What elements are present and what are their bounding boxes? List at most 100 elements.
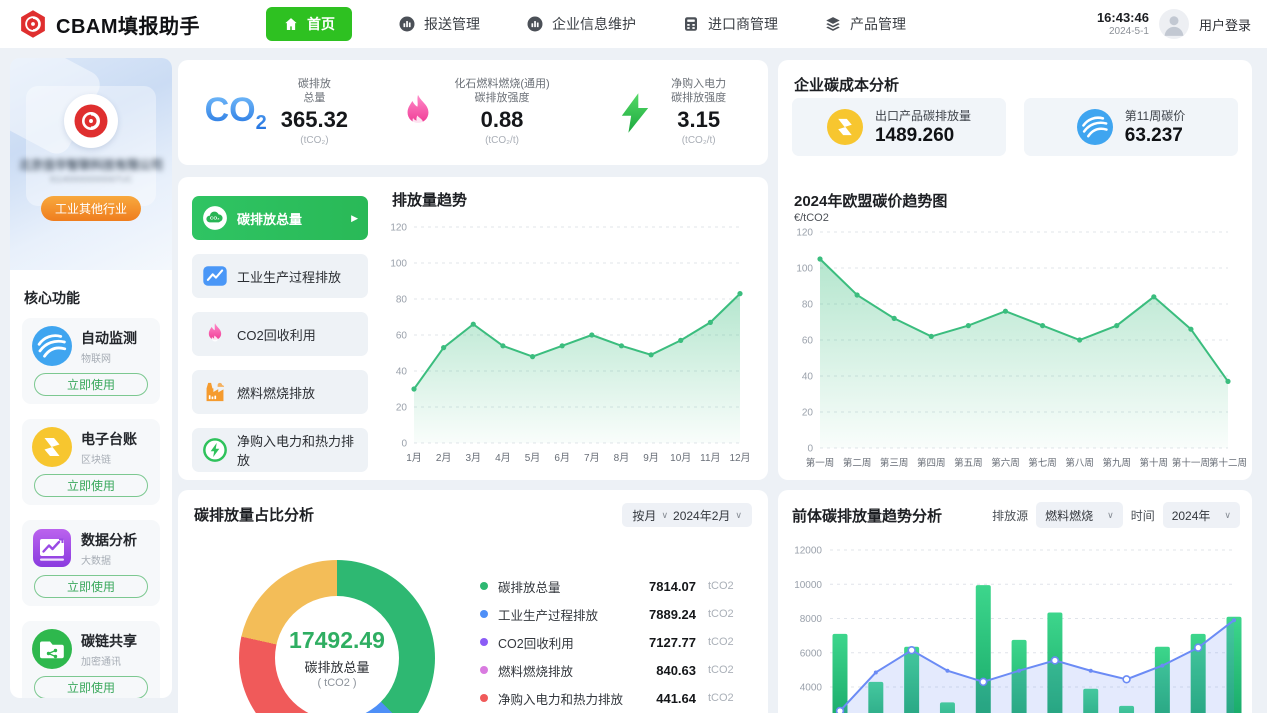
feature-title: 自动监测: [81, 329, 137, 346]
svg-text:第十二周: 第十二周: [1209, 457, 1246, 469]
kpi-碳排放强度: 化石燃料燃烧(通用) 碳排放强度 0.88 (tCO₂/t): [375, 78, 572, 148]
kpi-stats-card: CO2 碳排放 总量 365.32 (tCO₂) 化石燃料燃烧(通用) 碳排放强度 0.88(…: [178, 60, 768, 165]
donut-center: 17492.49 碳排放总量 ( tCO2 ): [275, 596, 399, 713]
brand: CBAM填报助手: [18, 9, 200, 39]
legend-label: 净购入电力和热力排放: [498, 692, 624, 707]
menu-item-label: CO2回收利用: [237, 327, 316, 343]
svg-text:4月: 4月: [495, 452, 511, 464]
feature-subtitle: 区块链: [81, 454, 111, 466]
svg-text:20: 20: [802, 408, 814, 419]
chevron-down-icon: ∨: [1224, 509, 1231, 520]
menu-item-工业生产过程排放[interactable]: 工业生产过程排放: [192, 254, 368, 298]
user-login-link[interactable]: 用户登录: [1198, 17, 1251, 33]
nav-item-label: 报送管理: [424, 16, 480, 32]
time-filter-select[interactable]: 2024年 ∨: [1162, 502, 1240, 528]
coin-icon: [826, 109, 863, 145]
feature-subtitle: 加密通讯: [81, 656, 121, 668]
bolt-icon: [613, 91, 657, 135]
svg-text:100: 100: [796, 264, 813, 275]
svg-text:120: 120: [390, 223, 407, 234]
legend-value: 7127.77: [649, 634, 696, 650]
pie-legend: 碳排放总量 7814.07 tCO2 工业生产过程排放 7889.24 tCO2 CO2回收…: [480, 572, 748, 712]
menu-item-碳排放总量[interactable]: CO₂ 碳排放总量 ▶: [192, 196, 368, 240]
emission-trend-title: 排放量趋势: [392, 192, 468, 209]
flame-icon: [396, 91, 440, 135]
period-mode: 按月: [632, 508, 657, 523]
cost-box-第11周碳价: 第11周碳价 63.237: [1024, 98, 1238, 156]
period-filter[interactable]: 按月 ∨ 2024年2月 ∨: [622, 503, 752, 527]
menu-item-净购入电力和热力排放[interactable]: 净购入电力和热力排放: [192, 428, 368, 472]
coin-icon: [32, 427, 72, 467]
kpi-碳排放强度: 净购入电力 碳排放强度 3.15 (tCO₂/t): [571, 78, 768, 148]
menu-item-燃料燃烧排放[interactable]: 燃料燃烧排放: [192, 370, 368, 414]
company-logo: [64, 94, 118, 148]
legend-unit: tCO2: [708, 580, 734, 592]
legend-dot: [480, 694, 488, 702]
svg-text:80: 80: [802, 300, 814, 311]
svg-text:20: 20: [396, 403, 408, 414]
use-now-button[interactable]: 立即使用: [34, 373, 148, 396]
company-info-icon: [526, 15, 544, 33]
svg-text:7月: 7月: [584, 452, 600, 464]
menu-item-label: 燃料燃烧排放: [237, 385, 316, 401]
precursor-title: 前体碳排放量趋势分析: [792, 508, 943, 525]
nav-item-企业信息维护[interactable]: 企业信息维护: [526, 14, 636, 34]
industry-tag[interactable]: 工业其他行业: [40, 196, 142, 221]
sidebar: 北京佳华智联科技有限公司 911400000000000TUC 工业其他行业 核…: [10, 58, 172, 698]
donut-total-value: 17492.49: [289, 627, 385, 653]
eu-price-title: 2024年欧盟碳价趋势图: [794, 193, 948, 210]
nav-item-报送管理[interactable]: 报送管理: [398, 14, 480, 34]
svg-text:第十一周: 第十一周: [1172, 457, 1210, 469]
legend-label: 燃料燃烧排放: [498, 664, 574, 679]
legend-dot: [480, 638, 488, 646]
menu-item-label: 工业生产过程排放: [237, 269, 342, 285]
legend-value: 840.63: [656, 662, 696, 678]
svg-text:9月: 9月: [643, 452, 659, 464]
carbon-cost-card: 企业碳成本分析 出口产品碳排放量 1489.260 第11周碳价 63.237 202…: [778, 60, 1252, 480]
feature-title: 碳链共享: [81, 632, 137, 649]
svg-text:2月: 2月: [436, 452, 452, 464]
main-nav: 首页 报送管理 企业信息维护 进口商管理 产品管理: [266, 7, 906, 41]
svg-text:3月: 3月: [465, 452, 481, 464]
user-avatar[interactable]: [1158, 9, 1189, 39]
report-icon: [398, 15, 416, 33]
company-card: 北京佳华智联科技有限公司 911400000000000TUC 工业其他行业: [10, 58, 172, 270]
feature-card-自动监测: 自动监测 物联网 立即使用: [22, 318, 160, 404]
feature-card-数据分析: 数据分析 大数据 立即使用: [22, 520, 160, 606]
source-filter-label: 排放源: [992, 508, 1029, 523]
legend-unit: tCO2: [708, 608, 734, 620]
nav-item-进口商管理[interactable]: 进口商管理: [682, 14, 778, 34]
use-now-button[interactable]: 立即使用: [34, 575, 148, 598]
legend-row-CO2回收利用: CO2回收利用 7127.77 tCO2: [480, 628, 748, 656]
source-filter-select[interactable]: 燃料燃烧 ∨: [1036, 502, 1123, 528]
menu-item-CO2回收利用[interactable]: CO2回收利用: [192, 312, 368, 356]
svg-text:0: 0: [401, 439, 407, 450]
legend-dot: [480, 666, 488, 674]
nav-item-产品管理[interactable]: 产品管理: [824, 14, 906, 34]
clock: 16:43:46 2024-5-1: [1097, 10, 1149, 37]
emission-menu: CO₂ 碳排放总量 ▶ 工业生产过程排放 CO2回收利用 燃料燃烧排放 净购入电力和热力排放: [192, 196, 368, 472]
flame-icon: [202, 321, 228, 347]
clock-date: 2024-5-1: [1108, 25, 1149, 37]
kpi-label: 化石燃料燃烧(通用) 碳排放强度: [454, 77, 550, 104]
navbar-right: 16:43:46 2024-5-1 用户登录: [1097, 9, 1251, 39]
co2-cloud-icon: CO₂: [202, 205, 228, 231]
svg-text:40: 40: [396, 367, 408, 378]
svg-text:第二周: 第二周: [843, 457, 872, 469]
use-now-button[interactable]: 立即使用: [34, 474, 148, 497]
co2-text-icon: CO2: [204, 90, 267, 134]
svg-text:第五周: 第五周: [954, 457, 983, 469]
nav-item-首页[interactable]: 首页: [266, 7, 352, 41]
carbon-cost-title: 企业碳成本分析: [794, 77, 900, 94]
home-icon: [283, 16, 299, 32]
legend-dot: [480, 582, 488, 590]
legend-label: 碳排放总量: [498, 580, 561, 595]
menu-item-label: 碳排放总量: [237, 211, 303, 227]
globe-icon: [1076, 109, 1113, 145]
kpi-unit: (tCO₂): [300, 134, 329, 146]
svg-text:6月: 6月: [554, 452, 570, 464]
svg-text:10000: 10000: [794, 580, 822, 591]
svg-text:12月: 12月: [729, 452, 750, 464]
legend-value: 441.64: [656, 690, 696, 706]
use-now-button[interactable]: 立即使用: [34, 676, 148, 698]
